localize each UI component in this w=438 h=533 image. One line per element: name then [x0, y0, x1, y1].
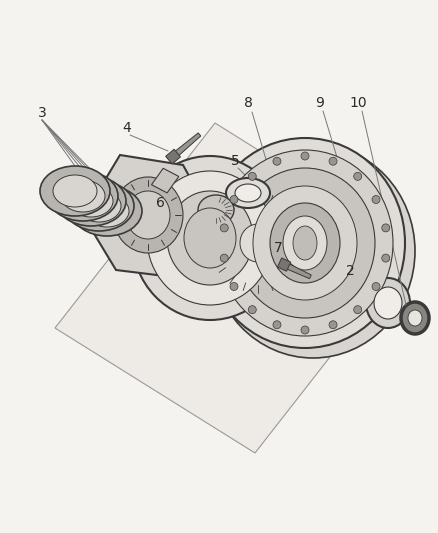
Circle shape	[273, 157, 281, 165]
Ellipse shape	[211, 144, 415, 358]
Ellipse shape	[374, 287, 402, 319]
Ellipse shape	[85, 195, 129, 227]
Text: 10: 10	[349, 96, 367, 110]
Ellipse shape	[184, 208, 236, 268]
Ellipse shape	[167, 191, 253, 285]
Polygon shape	[86, 203, 93, 225]
Text: 7: 7	[274, 241, 283, 255]
Polygon shape	[171, 133, 201, 159]
Circle shape	[248, 305, 256, 313]
Circle shape	[354, 305, 362, 313]
Text: 6: 6	[155, 196, 164, 210]
Ellipse shape	[77, 190, 121, 222]
Ellipse shape	[61, 180, 105, 212]
Ellipse shape	[132, 156, 288, 320]
Circle shape	[230, 196, 238, 204]
Ellipse shape	[64, 181, 134, 231]
Text: 9: 9	[315, 96, 325, 110]
Ellipse shape	[147, 171, 273, 305]
Ellipse shape	[226, 178, 270, 208]
Circle shape	[273, 321, 281, 329]
Ellipse shape	[203, 185, 313, 301]
Polygon shape	[282, 261, 311, 279]
Ellipse shape	[56, 176, 126, 226]
Circle shape	[220, 224, 228, 232]
Polygon shape	[277, 258, 291, 271]
Text: 3: 3	[38, 106, 46, 120]
Ellipse shape	[293, 226, 317, 260]
Ellipse shape	[113, 177, 183, 253]
Ellipse shape	[126, 191, 170, 239]
Ellipse shape	[72, 186, 142, 236]
Polygon shape	[152, 168, 179, 193]
Circle shape	[248, 172, 256, 180]
Circle shape	[230, 282, 238, 290]
Circle shape	[372, 196, 380, 204]
Ellipse shape	[366, 278, 410, 328]
Text: 2: 2	[346, 264, 354, 278]
Ellipse shape	[40, 166, 110, 216]
Ellipse shape	[283, 216, 327, 270]
Circle shape	[372, 282, 380, 290]
Circle shape	[329, 157, 337, 165]
Ellipse shape	[198, 195, 234, 225]
Circle shape	[382, 224, 390, 232]
Ellipse shape	[270, 203, 340, 283]
Circle shape	[329, 321, 337, 329]
Text: 4: 4	[123, 121, 131, 135]
Polygon shape	[166, 149, 180, 164]
Ellipse shape	[226, 209, 290, 277]
Text: 5: 5	[231, 154, 240, 168]
Ellipse shape	[69, 185, 113, 217]
Ellipse shape	[240, 224, 276, 262]
Ellipse shape	[48, 171, 118, 221]
Circle shape	[220, 254, 228, 262]
Ellipse shape	[408, 310, 422, 326]
Ellipse shape	[205, 138, 405, 348]
Ellipse shape	[253, 186, 357, 300]
Ellipse shape	[53, 175, 97, 207]
Ellipse shape	[401, 302, 429, 334]
Ellipse shape	[235, 168, 375, 318]
Circle shape	[382, 254, 390, 262]
Polygon shape	[90, 155, 206, 277]
Text: 8: 8	[244, 96, 252, 110]
Circle shape	[301, 152, 309, 160]
Ellipse shape	[217, 150, 393, 336]
Circle shape	[301, 326, 309, 334]
Polygon shape	[55, 123, 415, 453]
Circle shape	[354, 172, 362, 180]
Polygon shape	[190, 223, 205, 263]
Ellipse shape	[235, 184, 261, 202]
